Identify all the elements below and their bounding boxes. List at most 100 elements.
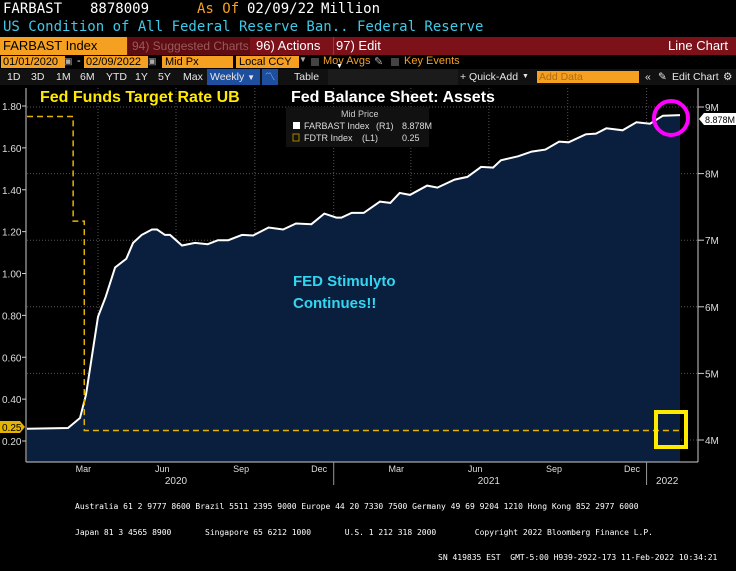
period-max[interactable]: Max — [183, 71, 203, 83]
mov-avgs-checkbox[interactable] — [311, 58, 319, 66]
fdtr-line — [27, 115, 680, 432]
legend-swatch-fdtr — [292, 133, 300, 142]
toolbar-spacer — [328, 69, 458, 85]
axes: 4M 5M 6M 7M 8M 9M 0.20 0.40 0.60 0.80 1.00 1.20 1.40… — [2, 88, 719, 485]
left-tick-label: 1.40 — [2, 186, 22, 197]
note-annotation-line1: FED Stimulyto — [293, 273, 396, 290]
note-annotation-line2: Continues!! — [293, 295, 376, 312]
edit-chart-button[interactable]: Edit Chart — [672, 71, 719, 83]
period-6m[interactable]: 6M — [80, 71, 95, 83]
balance-sheet-line — [26, 114, 681, 430]
chevron-down-icon[interactable]: ▼ — [299, 55, 307, 64]
mov-avgs-label: Mov Avgs — [323, 55, 371, 67]
security-description-line: US Condition of All Federal Reserve Ban.… — [0, 18, 736, 36]
legend-box — [286, 107, 429, 147]
period-toolbar: 1D 3D 1M 6M YTD 1Y 5Y Max Weekly ▼ 〽 Tab… — [0, 69, 736, 85]
left-title-annotation: Fed Funds Target Rate UB — [40, 89, 240, 106]
last-value: 8878009 — [90, 1, 150, 17]
chevron-down-icon: ▼ — [336, 63, 343, 70]
left-last-value-bg — [0, 421, 25, 433]
description: US Condition of All Federal Reserve Ban.… — [3, 19, 484, 35]
legend-title: Mid Price — [341, 109, 379, 119]
price-type-select[interactable]: Mid Px — [162, 56, 233, 68]
calendar-icon[interactable]: ▣ — [64, 56, 73, 66]
right-tick-label: 9M — [705, 103, 719, 114]
period-1m[interactable]: 1M — [56, 71, 71, 83]
date-separator: - — [77, 55, 81, 67]
right-tick-label: 7M — [705, 236, 719, 247]
x-year-label: 2022 — [656, 476, 679, 485]
command-bar: FARBAST Index 94) Suggested Charts 96) A… — [0, 37, 736, 70]
frequency-select[interactable]: Weekly ▼ — [207, 69, 260, 85]
highlight-box — [654, 410, 688, 449]
security-header-line: FARBAST 8878009 As Of 02/09/22 Million — [0, 0, 736, 18]
left-tick-label: 1.60 — [2, 144, 22, 155]
line-chart[interactable]: 4M 5M 6M 7M 8M 9M 0.20 0.40 0.60 0.80 1.00 1.20 1.40… — [0, 85, 736, 485]
left-tick-label: 0.20 — [2, 437, 22, 448]
legend: Mid Price FARBAST Index (R1) 8.878M FDTR… — [286, 107, 432, 147]
chevron-down-icon[interactable]: ▼ — [522, 73, 529, 80]
period-3d[interactable]: 3D — [31, 71, 45, 83]
key-events-checkbox[interactable] — [391, 58, 399, 66]
x-month-label: Jun — [155, 464, 170, 474]
x-year-label: 2020 — [165, 476, 188, 485]
suggested-charts-button[interactable]: 94) Suggested Charts — [128, 37, 250, 55]
collapse-icon[interactable]: « — [645, 71, 651, 83]
footer: Australia 61 2 9777 8600 Brazil 5511 239… — [0, 486, 736, 571]
actions-menu[interactable]: 96) Actions ▼ — [253, 37, 326, 70]
footer-line-1: Australia 61 2 9777 8600 Brazil 5511 239… — [75, 502, 639, 511]
x-month-label: Mar — [389, 464, 405, 474]
table-button[interactable]: Table — [294, 71, 320, 83]
chevron-down-icon: ▼ — [247, 73, 256, 82]
line-chart-icon[interactable]: 〽 — [262, 69, 278, 85]
calendar-icon[interactable]: ▣ — [148, 56, 157, 66]
actions-label: 96) Actions — [256, 38, 321, 53]
gear-icon[interactable]: ⚙ — [723, 71, 733, 83]
end-date-input[interactable]: 02/09/2022 — [84, 56, 148, 68]
left-tick-label: 1.00 — [2, 270, 22, 281]
add-data-input[interactable]: Add Data — [537, 71, 639, 83]
legend-label-farbast: FARBAST Index — [304, 121, 370, 131]
x-month-label: Dec — [624, 464, 641, 474]
right-tick-label: 6M — [705, 303, 719, 314]
right-last-value-bg — [699, 113, 736, 125]
security-header: FARBAST 8878009 As Of 02/09/22 Million US Co… — [0, 0, 736, 37]
frequency-label: Weekly — [210, 71, 245, 83]
x-month-label: Mar — [76, 464, 92, 474]
right-last-value-tag: 8.878M — [699, 113, 736, 125]
legend-last-farbast: 8.878M — [402, 121, 432, 131]
pencil-icon[interactable]: ✎ — [374, 56, 384, 68]
legend-axis-farbast: (R1) — [376, 121, 394, 131]
x-month-label: Sep — [233, 464, 249, 474]
key-events-label: Key Events — [404, 55, 460, 67]
as-of-date: 02/09/22 — [247, 1, 315, 17]
quick-add-button[interactable]: + Quick-Add — [460, 71, 519, 83]
left-tick-label: 1.20 — [2, 228, 22, 239]
left-tick-label: 0.80 — [2, 311, 22, 322]
legend-axis-fdtr: (L1) — [362, 133, 378, 143]
unit: Million — [321, 1, 381, 17]
date-range-bar: 01/01/2020 ▣ - 02/09/2022 ▣ Mid Px Local… — [0, 55, 736, 69]
left-tick-label: 0.40 — [2, 395, 22, 406]
currency-select[interactable]: Local CCY — [236, 56, 299, 68]
chart-type-label: Line Chart — [668, 38, 728, 53]
legend-label-fdtr: FDTR Index — [304, 133, 353, 143]
left-tick-label: 1.80 — [2, 102, 22, 113]
edit-label: 97) Edit — [336, 38, 381, 53]
period-ytd[interactable]: YTD — [106, 71, 127, 83]
edit-menu[interactable]: 97) Edit ▼ — [333, 37, 391, 70]
legend-last-fdtr: 0.25 — [402, 133, 420, 143]
period-5y[interactable]: 5Y — [158, 71, 171, 83]
period-1y[interactable]: 1Y — [135, 71, 148, 83]
security-input[interactable]: FARBAST Index — [0, 37, 127, 55]
right-tick-label: 5M — [705, 369, 719, 380]
left-last-value: 0.25 — [2, 423, 22, 434]
start-date-input[interactable]: 01/01/2020 — [1, 56, 65, 68]
as-of-label: As Of — [197, 1, 240, 17]
left-last-value-tag: 0.25 — [0, 421, 25, 434]
x-year-label: 2021 — [478, 476, 501, 485]
pencil-icon[interactable]: ✎ — [658, 71, 667, 83]
period-1d[interactable]: 1D — [7, 71, 21, 83]
x-month-label: Jun — [468, 464, 483, 474]
right-tick-label: 8M — [705, 170, 719, 181]
